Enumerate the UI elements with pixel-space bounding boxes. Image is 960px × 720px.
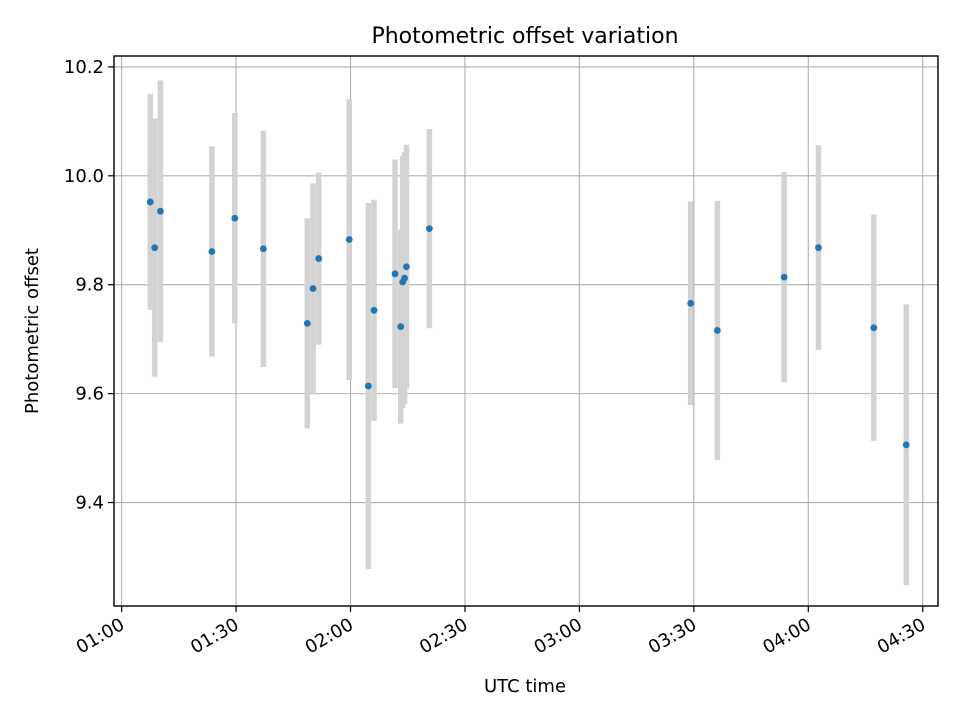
data-point xyxy=(208,248,216,255)
data-point xyxy=(370,306,378,314)
data-point xyxy=(815,244,822,252)
data-point xyxy=(902,441,910,449)
y-tick-label: 9.4 xyxy=(75,493,104,514)
x-tick-label: 03:00 xyxy=(530,614,585,658)
data-point xyxy=(146,198,154,206)
data-point xyxy=(403,263,410,271)
x-axis-ticks: 01:00 01:30 02:00 02:30 03:00 03:30 04:00 04:30 xyxy=(73,606,929,658)
data-point xyxy=(397,323,405,331)
grid xyxy=(114,56,938,606)
y-tick-label: 10.0 xyxy=(64,166,104,187)
data-point xyxy=(364,382,372,390)
data-point xyxy=(687,299,695,307)
data-point xyxy=(870,324,878,332)
data-point xyxy=(713,327,721,334)
data-point xyxy=(345,236,353,243)
y-tick-label: 10.2 xyxy=(64,57,104,78)
y-tick-label: 9.8 xyxy=(75,275,104,296)
x-tick-label: 01:30 xyxy=(187,614,242,658)
data-point xyxy=(151,244,159,252)
plot-area xyxy=(114,56,938,606)
data-point xyxy=(260,245,267,253)
x-tick-label: 02:30 xyxy=(416,614,471,658)
data-points xyxy=(146,198,910,449)
plot-frame xyxy=(113,55,939,607)
x-tick-label: 01:00 xyxy=(73,614,128,658)
data-point xyxy=(401,274,408,282)
data-point xyxy=(309,285,317,292)
y-axis-ticks: 9.4 9.6 9.8 10.0 10.2 xyxy=(64,57,114,514)
data-point xyxy=(780,273,788,281)
data-point xyxy=(303,319,311,327)
y-tick-label: 9.6 xyxy=(75,384,104,405)
x-tick-label: 04:30 xyxy=(874,614,929,658)
x-tick-label: 04:00 xyxy=(759,614,814,658)
data-point xyxy=(391,270,399,278)
y-axis-label: Photometric offset xyxy=(22,248,43,414)
data-point xyxy=(425,225,433,233)
x-axis-label: UTC time xyxy=(484,676,566,697)
data-point xyxy=(231,214,239,222)
data-point xyxy=(157,207,164,215)
x-tick-label: 03:30 xyxy=(645,614,700,658)
data-point xyxy=(315,255,323,262)
x-tick-label: 02:00 xyxy=(302,614,357,658)
chart-title: Photometric offset variation xyxy=(371,24,678,49)
